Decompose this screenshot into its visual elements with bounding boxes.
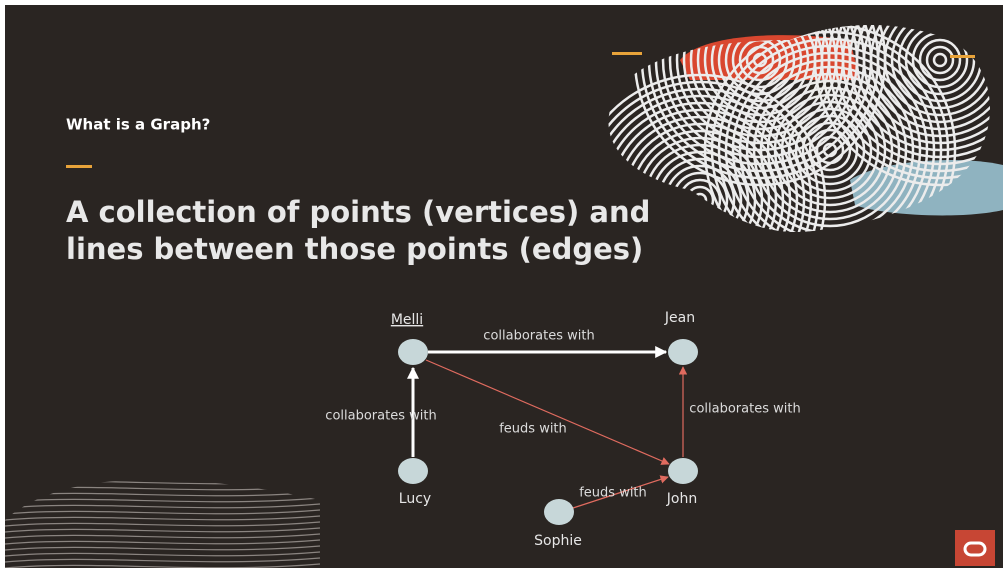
node-label: Lucy <box>399 491 431 507</box>
edge-label: collaborates with <box>325 409 436 424</box>
node <box>544 499 574 525</box>
node <box>668 458 698 484</box>
logo <box>955 530 995 566</box>
slide-title: What is a Graph? <box>66 116 210 134</box>
node-label: John <box>666 491 697 507</box>
edge-label: feuds with <box>579 486 647 501</box>
node <box>398 339 428 365</box>
node-label: Melli <box>391 312 423 328</box>
slide: What is a Graph? A collection of points … <box>0 0 1006 570</box>
node <box>668 339 698 365</box>
node-label: Jean <box>664 310 695 326</box>
heading-line: A collection of points (vertices) and <box>66 195 650 229</box>
heading-line: lines between those points (edges) <box>66 232 643 266</box>
node <box>398 458 428 484</box>
edge-label: collaborates with <box>689 402 800 417</box>
edge-label: collaborates with <box>483 329 594 344</box>
edge-label: feuds with <box>499 422 567 437</box>
node-label: Sophie <box>534 533 582 549</box>
